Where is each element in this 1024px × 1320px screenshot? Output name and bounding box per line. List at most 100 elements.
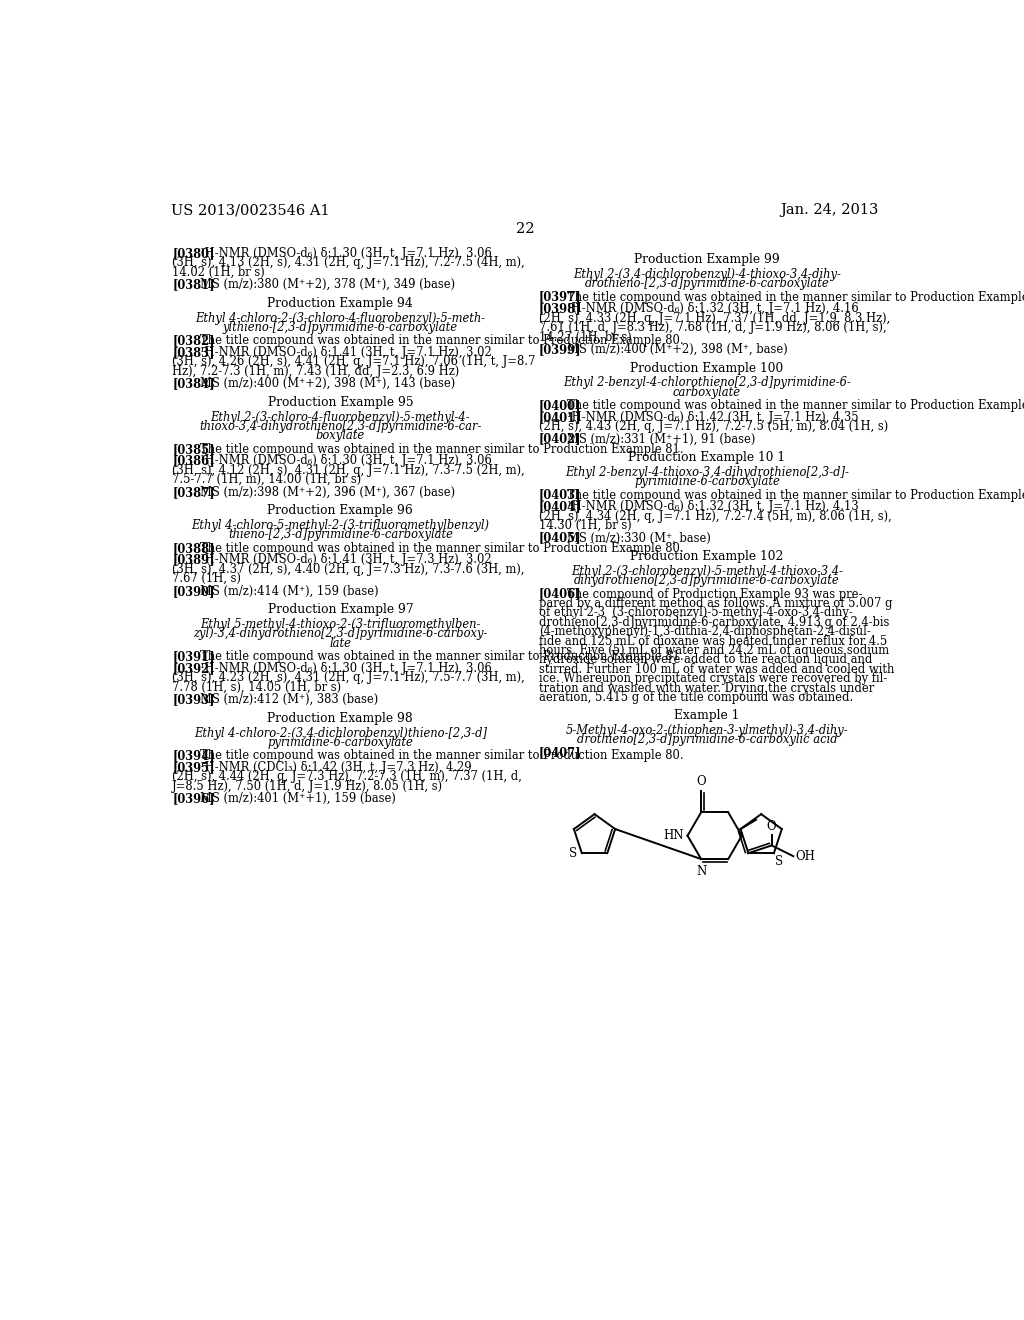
Text: [0396]: [0396] — [172, 792, 215, 805]
Text: [0400]: [0400] — [539, 399, 582, 412]
Text: MS (m/z):414 (M⁺), 159 (base): MS (m/z):414 (M⁺), 159 (base) — [200, 585, 379, 598]
Text: MS (m/z):401 (M⁺+1), 159 (base): MS (m/z):401 (M⁺+1), 159 (base) — [200, 792, 396, 805]
Text: The title compound was obtained in the manner similar to Production Example 81.: The title compound was obtained in the m… — [200, 442, 684, 455]
Text: O: O — [696, 775, 706, 788]
Text: of ethyl 2-3  (3-chlorobenzyl)-5-methyl-4-oxo-3,4-dihy-: of ethyl 2-3 (3-chlorobenzyl)-5-methyl-4… — [539, 606, 853, 619]
Text: The compound of Production Example 93 was pre-: The compound of Production Example 93 wa… — [566, 587, 862, 601]
Text: (2H, s), 4.33 (2H, q, J=7.1 Hz), 7.37 (1H, dd, J=1.9, 8.3 Hz),: (2H, s), 4.33 (2H, q, J=7.1 Hz), 7.37 (1… — [539, 312, 890, 325]
Text: 14.30 (1H, br s): 14.30 (1H, br s) — [539, 519, 632, 532]
Text: US 2013/0023546 A1: US 2013/0023546 A1 — [171, 203, 330, 216]
Text: hydroxide solution were added to the reaction liquid and: hydroxide solution were added to the rea… — [539, 653, 872, 667]
Text: [0386]: [0386] — [172, 454, 215, 467]
Text: 7.61 (1H, d, J=8.3 Hz), 7.68 (1H, d, J=1.9 Hz), 8.06 (1H, s),: 7.61 (1H, d, J=8.3 Hz), 7.68 (1H, d, J=1… — [539, 321, 887, 334]
Text: The title compound was obtained in the manner similar to Production Example 81.: The title compound was obtained in the m… — [200, 651, 684, 663]
Text: boxylate: boxylate — [315, 429, 365, 442]
Text: Ethyl 5-methyl-4-thioxo-2-(3-trifluoromethylben-: Ethyl 5-methyl-4-thioxo-2-(3-trifluorome… — [200, 618, 480, 631]
Text: [0401]: [0401] — [539, 411, 582, 424]
Text: S: S — [569, 846, 578, 859]
Text: [0390]: [0390] — [172, 585, 215, 598]
Text: Ethyl 4-chloro-5-methyl-2-(3-trifluoromethylbenzyl): Ethyl 4-chloro-5-methyl-2-(3-trifluorome… — [191, 519, 489, 532]
Text: (3H, s), 4.37 (2H, s), 4.40 (2H, q, J=7.3 Hz), 7.3-7.6 (3H, m),: (3H, s), 4.37 (2H, s), 4.40 (2H, q, J=7.… — [172, 562, 524, 576]
Text: MS (m/z):330 (M⁺, base): MS (m/z):330 (M⁺, base) — [566, 532, 711, 545]
Text: hours. Five (5) mL of water and 24.2 mL of aqueous sodium: hours. Five (5) mL of water and 24.2 mL … — [539, 644, 889, 657]
Text: MS (m/z):398 (M⁺+2), 396 (M⁺), 367 (base): MS (m/z):398 (M⁺+2), 396 (M⁺), 367 (base… — [200, 486, 456, 499]
Text: (2H, s), 4.44 (2H, q, J=7.3 Hz), 7.2-7.3 (1H, m), 7.37 (1H, d,: (2H, s), 4.44 (2H, q, J=7.3 Hz), 7.2-7.3… — [172, 771, 522, 783]
Text: (3H, s), 4.23 (2H, s), 4.31 (2H, q, J=7.1 Hz), 7.5-7.7 (3H, m),: (3H, s), 4.23 (2H, s), 4.31 (2H, q, J=7.… — [172, 672, 525, 684]
Text: [0393]: [0393] — [172, 693, 215, 706]
Text: [0395]: [0395] — [172, 760, 215, 774]
Text: [0392]: [0392] — [172, 661, 215, 675]
Text: Ethyl 2-(3,4-dichlorobenzyl)-4-thioxo-3,4-dihy-: Ethyl 2-(3,4-dichlorobenzyl)-4-thioxo-3,… — [573, 268, 841, 281]
Text: drothieno[2,3-d]pyrimidine-6-carboxylate, 4.913 g of 2,4-bis: drothieno[2,3-d]pyrimidine-6-carboxylate… — [539, 615, 889, 628]
Text: [0387]: [0387] — [172, 486, 215, 499]
Text: The title compound was obtained in the manner similar to Production Example 80.: The title compound was obtained in the m… — [200, 750, 684, 762]
Text: [0399]: [0399] — [539, 343, 582, 356]
Text: [0397]: [0397] — [539, 290, 582, 304]
Text: Production Example 97: Production Example 97 — [267, 603, 413, 616]
Text: The title compound was obtained in the manner similar to Production Example 80.: The title compound was obtained in the m… — [200, 334, 684, 347]
Text: drothieno[2,3-d]pyrimidine-6-carboxylic acid: drothieno[2,3-d]pyrimidine-6-carboxylic … — [577, 733, 838, 746]
Text: tration and washed with water. Drying the crystals under: tration and washed with water. Drying th… — [539, 681, 874, 694]
Text: [0384]: [0384] — [172, 378, 215, 391]
Text: Production Example 10 1: Production Example 10 1 — [629, 451, 785, 465]
Text: J=8.5 Hz), 7.50 (1H, d, J=1.9 Hz), 8.05 (1H, s): J=8.5 Hz), 7.50 (1H, d, J=1.9 Hz), 8.05 … — [172, 780, 443, 792]
Text: Ethyl 4-chloro-2-(3,4-dichlorobenzyl)thieno-[2,3-d]: Ethyl 4-chloro-2-(3,4-dichlorobenzyl)thi… — [194, 726, 486, 739]
Text: [0380]: [0380] — [172, 247, 215, 260]
Text: Production Example 98: Production Example 98 — [267, 711, 414, 725]
Text: N: N — [696, 865, 707, 878]
Text: Production Example 102: Production Example 102 — [630, 550, 783, 564]
Text: Ethyl 2-benzyl-4-thioxo-3,4-dihydrothieno[2,3-d]-: Ethyl 2-benzyl-4-thioxo-3,4-dihydrothien… — [565, 466, 849, 479]
Text: HN: HN — [664, 829, 684, 842]
Text: The title compound was obtained in the manner similar to Production Example 81.: The title compound was obtained in the m… — [566, 488, 1024, 502]
Text: carboxylate: carboxylate — [673, 385, 741, 399]
Text: Production Example 94: Production Example 94 — [267, 297, 414, 310]
Text: thieno-[2,3-d]pyrimidine-6-carboxylate: thieno-[2,3-d]pyrimidine-6-carboxylate — [228, 528, 453, 541]
Text: Ethyl 4-chloro-2-(3-chloro-4-fluorobenzyl)-5-meth-: Ethyl 4-chloro-2-(3-chloro-4-fluorobenzy… — [196, 312, 485, 325]
Text: (2H, s), 4.34 (2H, q, J=7.1 Hz), 7.2-7.4 (5H, m), 8.06 (1H, s),: (2H, s), 4.34 (2H, q, J=7.1 Hz), 7.2-7.4… — [539, 510, 892, 523]
Text: The title compound was obtained in the manner similar to Production Example 81.: The title compound was obtained in the m… — [566, 290, 1024, 304]
Text: Ethyl 2-(3-chloro-4-fluorobenzyl)-5-methyl-4-: Ethyl 2-(3-chloro-4-fluorobenzyl)-5-meth… — [211, 411, 470, 424]
Text: [0381]: [0381] — [172, 279, 215, 292]
Text: (3H, s), 4.12 (2H, s), 4.31 (2H, q, J=7.1 Hz), 7.3-7.5 (2H, m),: (3H, s), 4.12 (2H, s), 4.31 (2H, q, J=7.… — [172, 463, 525, 477]
Text: dihydrothieno[2,3-d]pyrimidine-6-carboxylate: dihydrothieno[2,3-d]pyrimidine-6-carboxy… — [574, 574, 840, 587]
Text: pared by a different method as follows. A mixture of 5.007 g: pared by a different method as follows. … — [539, 597, 892, 610]
Text: [0382]: [0382] — [172, 334, 215, 347]
Text: thioxo-3,4-dihydrothieno[2,3-d]pyrimidine-6-car-: thioxo-3,4-dihydrothieno[2,3-d]pyrimidin… — [199, 420, 481, 433]
Text: fide and 125 mL of dioxane was heated under reflux for 4.5: fide and 125 mL of dioxane was heated un… — [539, 635, 887, 648]
Text: The title compound was obtained in the manner similar to Production Example 80.: The title compound was obtained in the m… — [200, 541, 684, 554]
Text: [0406]: [0406] — [539, 587, 582, 601]
Text: [0385]: [0385] — [172, 442, 215, 455]
Text: ¹H-NMR (DMSO-d₆) δ:1.32 (3H, t, J=7.1 Hz), 4.16: ¹H-NMR (DMSO-d₆) δ:1.32 (3H, t, J=7.1 Hz… — [566, 302, 858, 315]
Text: [0405]: [0405] — [539, 532, 582, 545]
Text: Ethyl 2-benzyl-4-chlorothieno[2,3-d]pyrimidine-6-: Ethyl 2-benzyl-4-chlorothieno[2,3-d]pyri… — [563, 376, 851, 389]
Text: ¹H-NMR (DMSO-d₆) δ:1.30 (3H, t, J=7.1 Hz), 3.06: ¹H-NMR (DMSO-d₆) δ:1.30 (3H, t, J=7.1 Hz… — [200, 454, 492, 467]
Text: 5-Methyl-4-oxo-2-(thiophen-3-ylmethyl)-3,4-dihy-: 5-Methyl-4-oxo-2-(thiophen-3-ylmethyl)-3… — [565, 723, 848, 737]
Text: The title compound was obtained in the manner similar to Production Example 80.: The title compound was obtained in the m… — [566, 399, 1024, 412]
Text: [0383]: [0383] — [172, 346, 215, 359]
Text: [0398]: [0398] — [539, 302, 582, 315]
Text: MS (m/z):412 (M⁺), 383 (base): MS (m/z):412 (M⁺), 383 (base) — [200, 693, 378, 706]
Text: (3H, s), 4.26 (2H, s), 4.41 (2H, q, J=7.1 Hz), 7.06 (1H, t, J=8.7: (3H, s), 4.26 (2H, s), 4.41 (2H, q, J=7.… — [172, 355, 536, 368]
Text: 7.67 (1H, s): 7.67 (1H, s) — [172, 572, 242, 585]
Text: Hz), 7.2-7.3 (1H, m), 7.43 (1H, dd, J=2.3, 6.9 Hz): Hz), 7.2-7.3 (1H, m), 7.43 (1H, dd, J=2.… — [172, 364, 460, 378]
Text: MS (m/z):331 (M⁺+1), 91 (base): MS (m/z):331 (M⁺+1), 91 (base) — [566, 433, 755, 446]
Text: ylthieno-[2,3-d]pyrimidine-6-carboxylate: ylthieno-[2,3-d]pyrimidine-6-carboxylate — [223, 321, 458, 334]
Text: [0389]: [0389] — [172, 553, 215, 566]
Text: ¹H-NMR (DMSO-d₆) δ:1.30 (3H, t, J=7.1 Hz), 3.06: ¹H-NMR (DMSO-d₆) δ:1.30 (3H, t, J=7.1 Hz… — [200, 661, 492, 675]
Text: ¹H-NMR (DMSO-d₆) δ:1.42 (3H, t, J=7.1 Hz), 4.35: ¹H-NMR (DMSO-d₆) δ:1.42 (3H, t, J=7.1 Hz… — [566, 411, 858, 424]
Text: Production Example 99: Production Example 99 — [634, 253, 780, 267]
Text: MS (m/z):400 (M⁺+2), 398 (M⁺, base): MS (m/z):400 (M⁺+2), 398 (M⁺, base) — [566, 343, 787, 356]
Text: ice. Whereupon precipitated crystals were recovered by fil-: ice. Whereupon precipitated crystals wer… — [539, 672, 887, 685]
Text: MS (m/z):400 (M⁺+2), 398 (M⁺), 143 (base): MS (m/z):400 (M⁺+2), 398 (M⁺), 143 (base… — [200, 378, 456, 391]
Text: 14.02 (1H, br s): 14.02 (1H, br s) — [172, 265, 265, 279]
Text: [0404]: [0404] — [539, 500, 582, 513]
Text: Production Example 96: Production Example 96 — [267, 504, 414, 517]
Text: (3H, s), 4.13 (2H, s), 4.31 (2H, q, J=7.1 Hz), 7.2-7.5 (4H, m),: (3H, s), 4.13 (2H, s), 4.31 (2H, q, J=7.… — [172, 256, 525, 269]
Text: ¹H-NMR (CDCl₃) δ:1.42 (3H, t, J=7.3 Hz), 4.29: ¹H-NMR (CDCl₃) δ:1.42 (3H, t, J=7.3 Hz),… — [200, 760, 472, 774]
Text: MS (m/z):380 (M⁺+2), 378 (M⁺), 349 (base): MS (m/z):380 (M⁺+2), 378 (M⁺), 349 (base… — [200, 279, 456, 292]
Text: zyl)-3,4-dihydrothieno[2,3-d]pyrimidine-6-carboxy-: zyl)-3,4-dihydrothieno[2,3-d]pyrimidine-… — [194, 627, 487, 640]
Text: 14.27 (1H, br s): 14.27 (1H, br s) — [539, 330, 632, 343]
Text: [0403]: [0403] — [539, 488, 582, 502]
Text: 7.78 (1H, s), 14.05 (1H, br s): 7.78 (1H, s), 14.05 (1H, br s) — [172, 681, 341, 693]
Text: Jan. 24, 2013: Jan. 24, 2013 — [780, 203, 879, 216]
